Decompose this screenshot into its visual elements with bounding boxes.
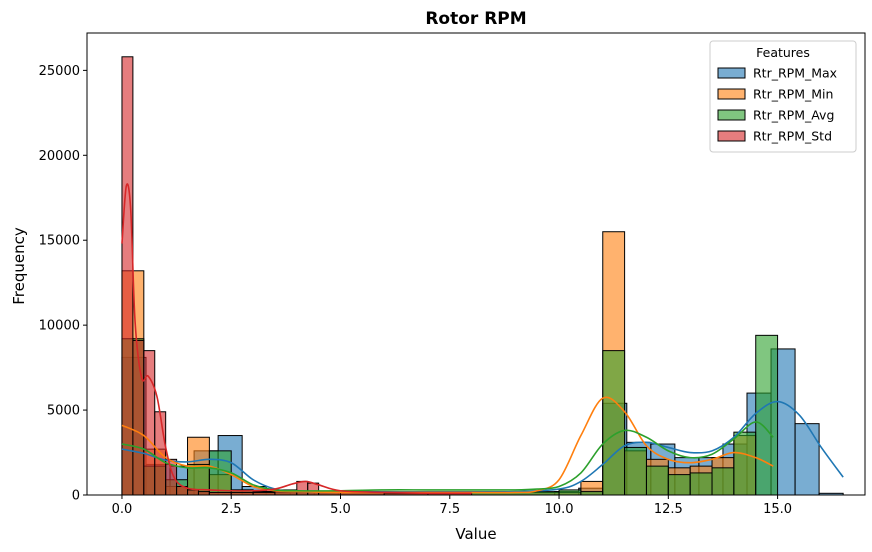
x-tick-label: 5.0 xyxy=(330,502,351,517)
histogram-bar xyxy=(755,334,779,496)
y-tick-label: 25000 xyxy=(39,64,80,79)
x-axis-ticks: 0.0 2.5 5.0 7.5 10.0 12.5 15.0 xyxy=(112,495,792,517)
histogram-bar xyxy=(580,491,604,496)
x-axis-title: Value xyxy=(455,525,496,543)
histogram-bar xyxy=(602,350,626,496)
kde-curves xyxy=(121,183,844,495)
x-tick-label: 0.0 xyxy=(112,502,133,517)
y-tick-label: 15000 xyxy=(39,234,80,249)
histogram-bar xyxy=(624,446,647,496)
histogram-bar xyxy=(197,491,210,496)
histogram-bar xyxy=(794,423,820,496)
histogram-bar xyxy=(645,465,669,496)
kde-line-rtr-rpm-min xyxy=(121,396,774,494)
y-tick-label: 10000 xyxy=(39,319,80,334)
y-tick-label: 0 xyxy=(72,489,80,504)
x-tick-label: 2.5 xyxy=(221,502,242,517)
x-tick-label: 12.5 xyxy=(654,502,683,517)
plot-frame xyxy=(86,32,866,496)
legend-label: Rtr_RPM_Max xyxy=(753,66,837,81)
legend-swatch xyxy=(717,130,746,142)
legend-title: Features xyxy=(756,45,810,60)
y-tick-label: 5000 xyxy=(47,404,80,419)
kde-line-rtr-rpm-std xyxy=(121,183,472,495)
legend-swatch xyxy=(717,88,746,100)
legend: Features Rtr_RPM_Max Rtr_RPM_Min Rtr_RPM_Av… xyxy=(709,40,857,153)
histogram-bar xyxy=(667,474,691,496)
legend-box xyxy=(709,40,857,153)
legend-swatch xyxy=(717,67,746,79)
legend-label: Rtr_RPM_Avg xyxy=(753,108,834,123)
kde-line-rtr-rpm-avg xyxy=(121,421,774,492)
histogram-bar xyxy=(187,489,199,496)
histogram-bar xyxy=(689,472,713,496)
histogram-bar xyxy=(143,350,156,496)
histogram-bar xyxy=(711,467,735,496)
x-tick-label: 10.0 xyxy=(545,502,574,517)
histogram-bar xyxy=(733,431,757,496)
y-tick-label: 20000 xyxy=(39,149,80,164)
histogram-bar xyxy=(558,489,582,496)
x-tick-label: 7.5 xyxy=(439,502,460,517)
histogram-bar xyxy=(296,480,309,496)
x-tick-label: 15.0 xyxy=(763,502,792,517)
chart-title: Rotor RPM xyxy=(425,9,526,29)
y-axis-title: Frequency xyxy=(10,227,28,305)
y-axis-ticks: 0 5000 10000 15000 20000 25000 xyxy=(39,64,87,504)
legend-label: Rtr_RPM_Std xyxy=(753,129,832,144)
legend-label: Rtr_RPM_Min xyxy=(753,87,833,102)
legend-swatch xyxy=(717,109,746,121)
